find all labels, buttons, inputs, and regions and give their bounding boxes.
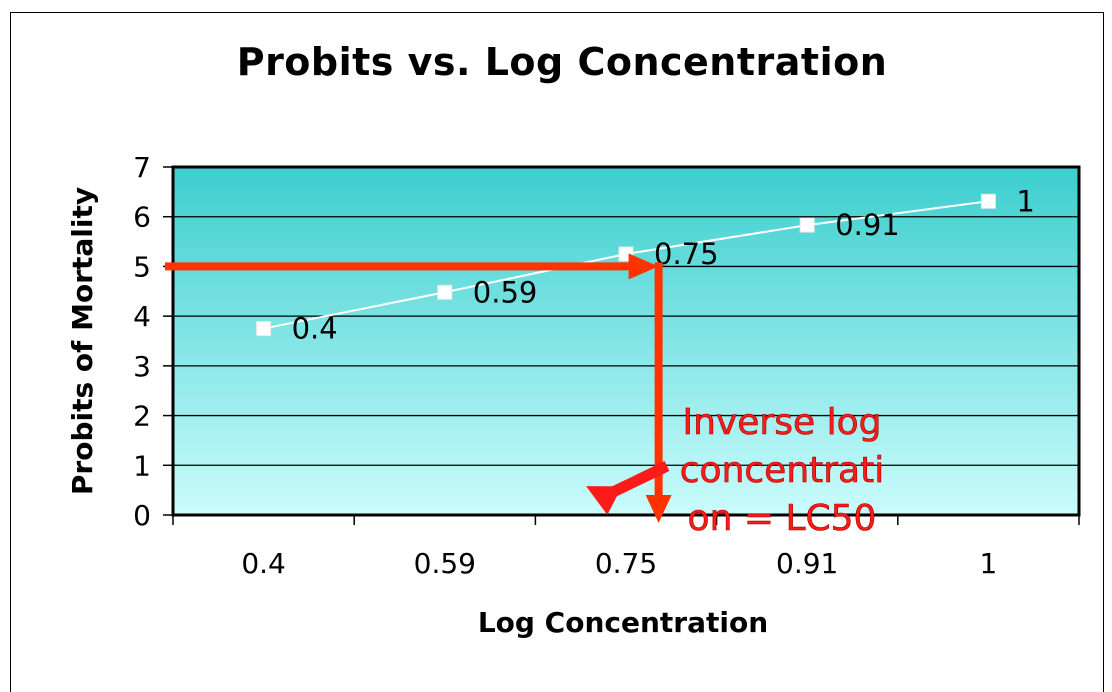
y-tick-label: 7 — [133, 151, 151, 184]
x-tick-label: 0.75 — [595, 547, 657, 580]
y-tick-label: 5 — [133, 250, 151, 283]
series-mortality — [256, 193, 996, 337]
annotation-line-3: on = LC50 — [688, 498, 877, 539]
data-point — [799, 217, 815, 233]
data-label: 0.91 — [835, 208, 900, 242]
y-tick-label: 3 — [133, 350, 151, 383]
y-tick-label: 6 — [133, 201, 151, 234]
x-axis-title: Log Concentration — [478, 606, 768, 639]
x-tick-label: 0.91 — [776, 547, 838, 580]
annotation-line-1: Inverse log — [683, 402, 882, 443]
diagonal-arrow-shaft — [610, 461, 670, 497]
y-axis-title: Probits of Mortality — [66, 187, 99, 495]
data-label: 0.59 — [473, 275, 538, 309]
vertical-arrow-head — [645, 495, 672, 523]
data-point — [980, 193, 996, 209]
data-point — [437, 284, 453, 300]
x-tick-label: 0.59 — [414, 547, 476, 580]
chart-title: Probits vs. Log Concentration — [237, 40, 888, 84]
x-tick-label: 1 — [979, 547, 997, 580]
y-tick-label: 2 — [133, 400, 151, 433]
y-tick-label: 1 — [133, 449, 151, 482]
y-tick-label: 4 — [133, 300, 151, 333]
y-tick-label: 0 — [133, 499, 151, 532]
data-point — [256, 321, 272, 337]
diagonal-arrow-head — [586, 486, 622, 515]
plot-area — [171, 165, 1081, 517]
data-label: 0.4 — [292, 312, 338, 346]
x-tick-label: 0.4 — [241, 547, 286, 580]
data-labels: 0.4 0.59 0.75 0.91 1 — [292, 184, 1035, 345]
horizontal-arrow-head — [628, 253, 659, 280]
annotation-line-2: concentrati — [680, 450, 885, 491]
annotation: Inverse log concentrati on = LC50 — [679, 402, 885, 540]
chart-frame — [10, 12, 1104, 692]
lc50-arrows — [165, 253, 672, 523]
x-axis-ticks: 0.4 0.59 0.75 0.91 1 — [172, 515, 1080, 580]
y-axis-ticks: 0 1 2 3 4 5 6 7 — [133, 151, 173, 532]
data-label: 0.75 — [654, 237, 719, 271]
data-label: 1 — [1016, 184, 1034, 218]
